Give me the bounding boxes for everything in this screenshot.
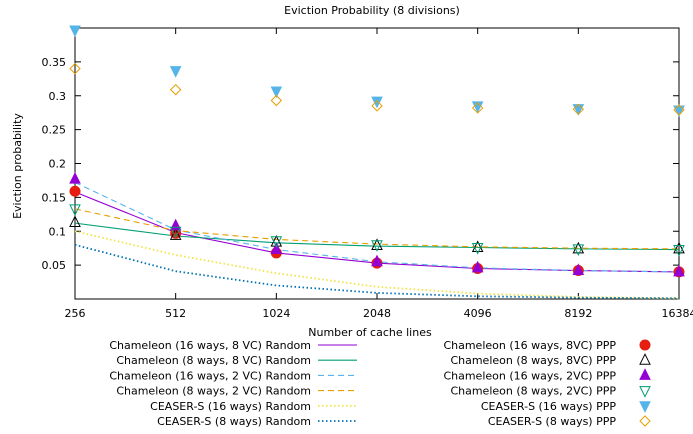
legend-label: Chameleon (16 ways, 8VC) PPP	[443, 339, 616, 352]
series-11-point	[673, 105, 685, 118]
x-axis: 256 512 1024 2048 4096 8192 16384	[65, 28, 693, 320]
series-line-4	[74, 208, 680, 250]
x-tick-label: 256	[65, 307, 86, 320]
y-axis: 0.05 0.1 0.15 0.2 0.25 0.3 0.35	[42, 56, 679, 272]
legend-label: Chameleon (8 ways, 2 VC) Random	[116, 385, 311, 398]
legend-marker	[639, 401, 651, 413]
legend: Chameleon (16 ways, 8 VC) Random Chameleo…	[109, 339, 651, 428]
series-line-6	[74, 243, 680, 300]
y-tick-label: 0.25	[42, 124, 67, 137]
legend-marker	[639, 386, 651, 398]
series-8-point	[471, 240, 484, 253]
series-10-point	[572, 244, 585, 256]
series-9-point	[69, 171, 81, 184]
series-7-point	[69, 185, 81, 197]
legend-label: Chameleon (16 ways, 2 VC) Random	[109, 369, 311, 382]
y-tick-label: 0.2	[49, 158, 67, 171]
plot-area: 0.05 0.1 0.15 0.2 0.25 0.3 0.35 256 512 1024 2048…	[42, 25, 693, 320]
y-tick-label: 0.35	[42, 56, 67, 69]
series-markers	[69, 25, 685, 278]
legend-label: Chameleon (8 ways, 2VC) PPP	[450, 385, 616, 398]
series-11-point	[471, 101, 484, 114]
series-12-point	[270, 94, 283, 107]
series-11-point	[270, 86, 283, 99]
legend-marker	[639, 353, 651, 365]
series-12-point	[169, 83, 182, 96]
y-tick-label: 0.15	[42, 191, 67, 204]
legend-label: Chameleon (8 ways, 8 VC) Random	[116, 354, 311, 367]
series-9-point	[169, 218, 182, 231]
series-10-point	[673, 245, 685, 257]
series-9-point	[471, 260, 484, 273]
series-8-point	[169, 228, 182, 240]
legend-marker	[639, 339, 651, 351]
series-11-point	[371, 96, 383, 109]
series-12-point	[572, 103, 585, 116]
series-10-point	[471, 243, 484, 255]
x-tick-label: 1024	[262, 307, 290, 320]
legend-label: CEASER-S (16 ways) PPP	[481, 400, 617, 413]
legend-label: CEASER-S (8 ways) PPP	[488, 415, 617, 428]
series-12-point	[471, 102, 484, 114]
y-axis-label: Eviction probability	[11, 113, 24, 219]
legend-label: Chameleon (8 ways, 8VC) PPP	[450, 354, 616, 367]
series-8-point	[673, 241, 685, 254]
y-tick-label: 0.05	[42, 259, 67, 272]
series-8-point	[572, 241, 585, 254]
series-8-point	[371, 238, 383, 250]
x-tick-label: 16384	[662, 307, 693, 320]
series-11-point	[69, 25, 81, 38]
series-10-point	[169, 226, 182, 239]
x-tick-label: 2048	[363, 307, 391, 320]
series-11-point	[572, 104, 585, 116]
series-10-point	[69, 204, 81, 217]
series-11-point	[169, 66, 182, 78]
chart-title: Eviction Probability (8 divisions)	[284, 4, 460, 17]
series-9-point	[572, 263, 585, 276]
x-tick-label: 4096	[464, 307, 492, 320]
y-tick-label: 0.3	[49, 90, 67, 103]
series-9-point	[270, 242, 283, 255]
legend-label: Chameleon (16 ways, 2VC) PPP	[443, 369, 616, 382]
series-9-point	[673, 264, 685, 277]
series-12-point	[673, 104, 685, 116]
legend-label: CEASER-S (8 ways) Random	[157, 415, 311, 428]
series-10-point	[270, 236, 283, 248]
legend-label: Chameleon (16 ways, 8 VC) Random	[109, 339, 311, 352]
series-line-2	[74, 222, 680, 251]
y-tick-label: 0.1	[49, 225, 67, 238]
series-9-point	[371, 254, 383, 267]
series-10-point	[371, 240, 383, 252]
series-8-point	[69, 215, 81, 227]
x-tick-label: 512	[165, 307, 186, 320]
series-12-point	[69, 62, 81, 75]
legend-label: CEASER-S (16 ways) Random	[150, 400, 311, 413]
x-tick-label: 8192	[564, 307, 592, 320]
legend-marker	[639, 415, 651, 427]
series-12-point	[371, 100, 383, 112]
x-axis-label: Number of cache lines	[308, 326, 432, 339]
legend-marker	[639, 368, 651, 380]
